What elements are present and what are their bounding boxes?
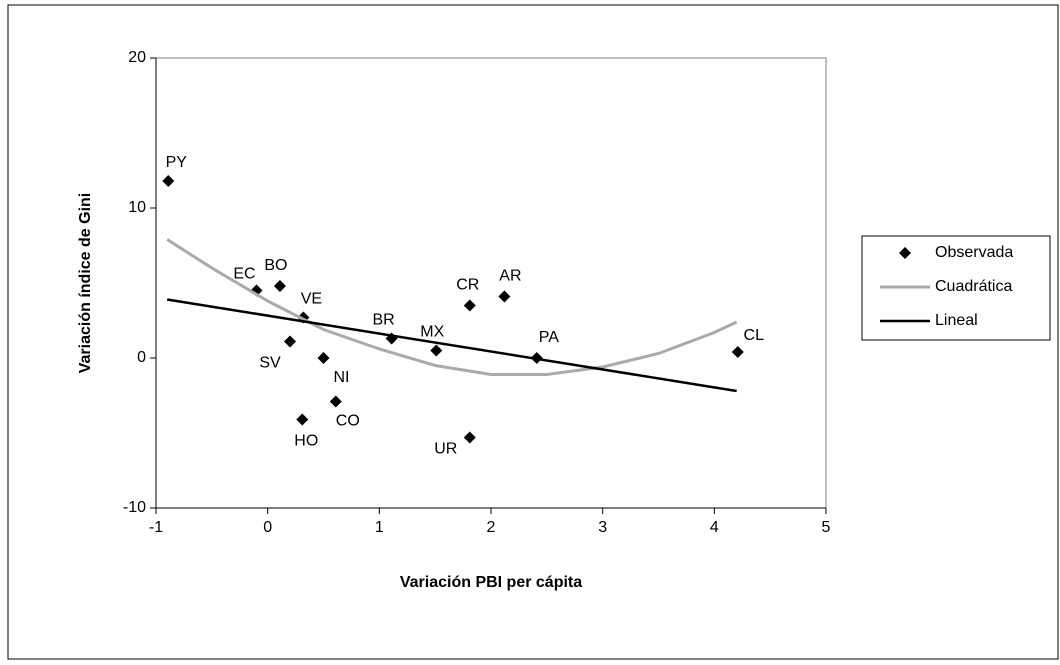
x-tick-label: 4	[710, 519, 719, 536]
data-point	[430, 344, 443, 357]
point-label: VE	[301, 291, 322, 308]
legend-label: Lineal	[935, 312, 978, 329]
y-tick-label: 0	[137, 349, 146, 366]
data-point	[731, 346, 744, 358]
data-point	[317, 352, 330, 364]
data-point	[296, 413, 309, 426]
point-label: AR	[499, 268, 521, 285]
x-tick-label: 1	[375, 519, 384, 536]
point-label: BR	[372, 312, 394, 329]
point-label: CR	[456, 277, 479, 294]
point-label: EC	[233, 266, 255, 283]
point-label: PY	[166, 154, 188, 171]
point-label: CL	[744, 327, 765, 344]
point-label: NI	[334, 369, 350, 386]
x-tick-label: 0	[263, 519, 272, 536]
y-axis-title: Variación índice de Gini	[77, 193, 94, 374]
y-tick-label: -10	[123, 499, 146, 516]
series-line	[166, 238, 738, 376]
data-point	[284, 335, 296, 348]
data-point	[463, 431, 476, 444]
data-point	[498, 290, 511, 303]
y-tick-label: 20	[128, 49, 146, 66]
data-point	[273, 280, 286, 292]
point-label: BO	[264, 257, 287, 274]
y-tick-label: 10	[128, 199, 146, 216]
series-line	[166, 298, 737, 393]
point-label: CO	[336, 413, 360, 430]
legend-label: Cuadrática	[935, 278, 1012, 295]
x-tick-label: 5	[822, 519, 831, 536]
point-label: HO	[294, 433, 318, 450]
point-label: PA	[539, 329, 559, 346]
data-point	[463, 299, 476, 312]
point-label: MX	[420, 324, 444, 341]
legend-marker	[899, 247, 911, 259]
point-label: UR	[434, 441, 457, 458]
x-tick-label: -1	[149, 519, 163, 536]
x-tick-label: 2	[487, 519, 496, 536]
data-point	[162, 175, 175, 187]
x-axis-title: Variación PBI per cápita	[400, 574, 582, 591]
point-label: SV	[259, 355, 281, 372]
data-point	[329, 395, 342, 408]
x-tick-label: 3	[598, 519, 607, 536]
legend-label: Observada	[935, 244, 1013, 261]
